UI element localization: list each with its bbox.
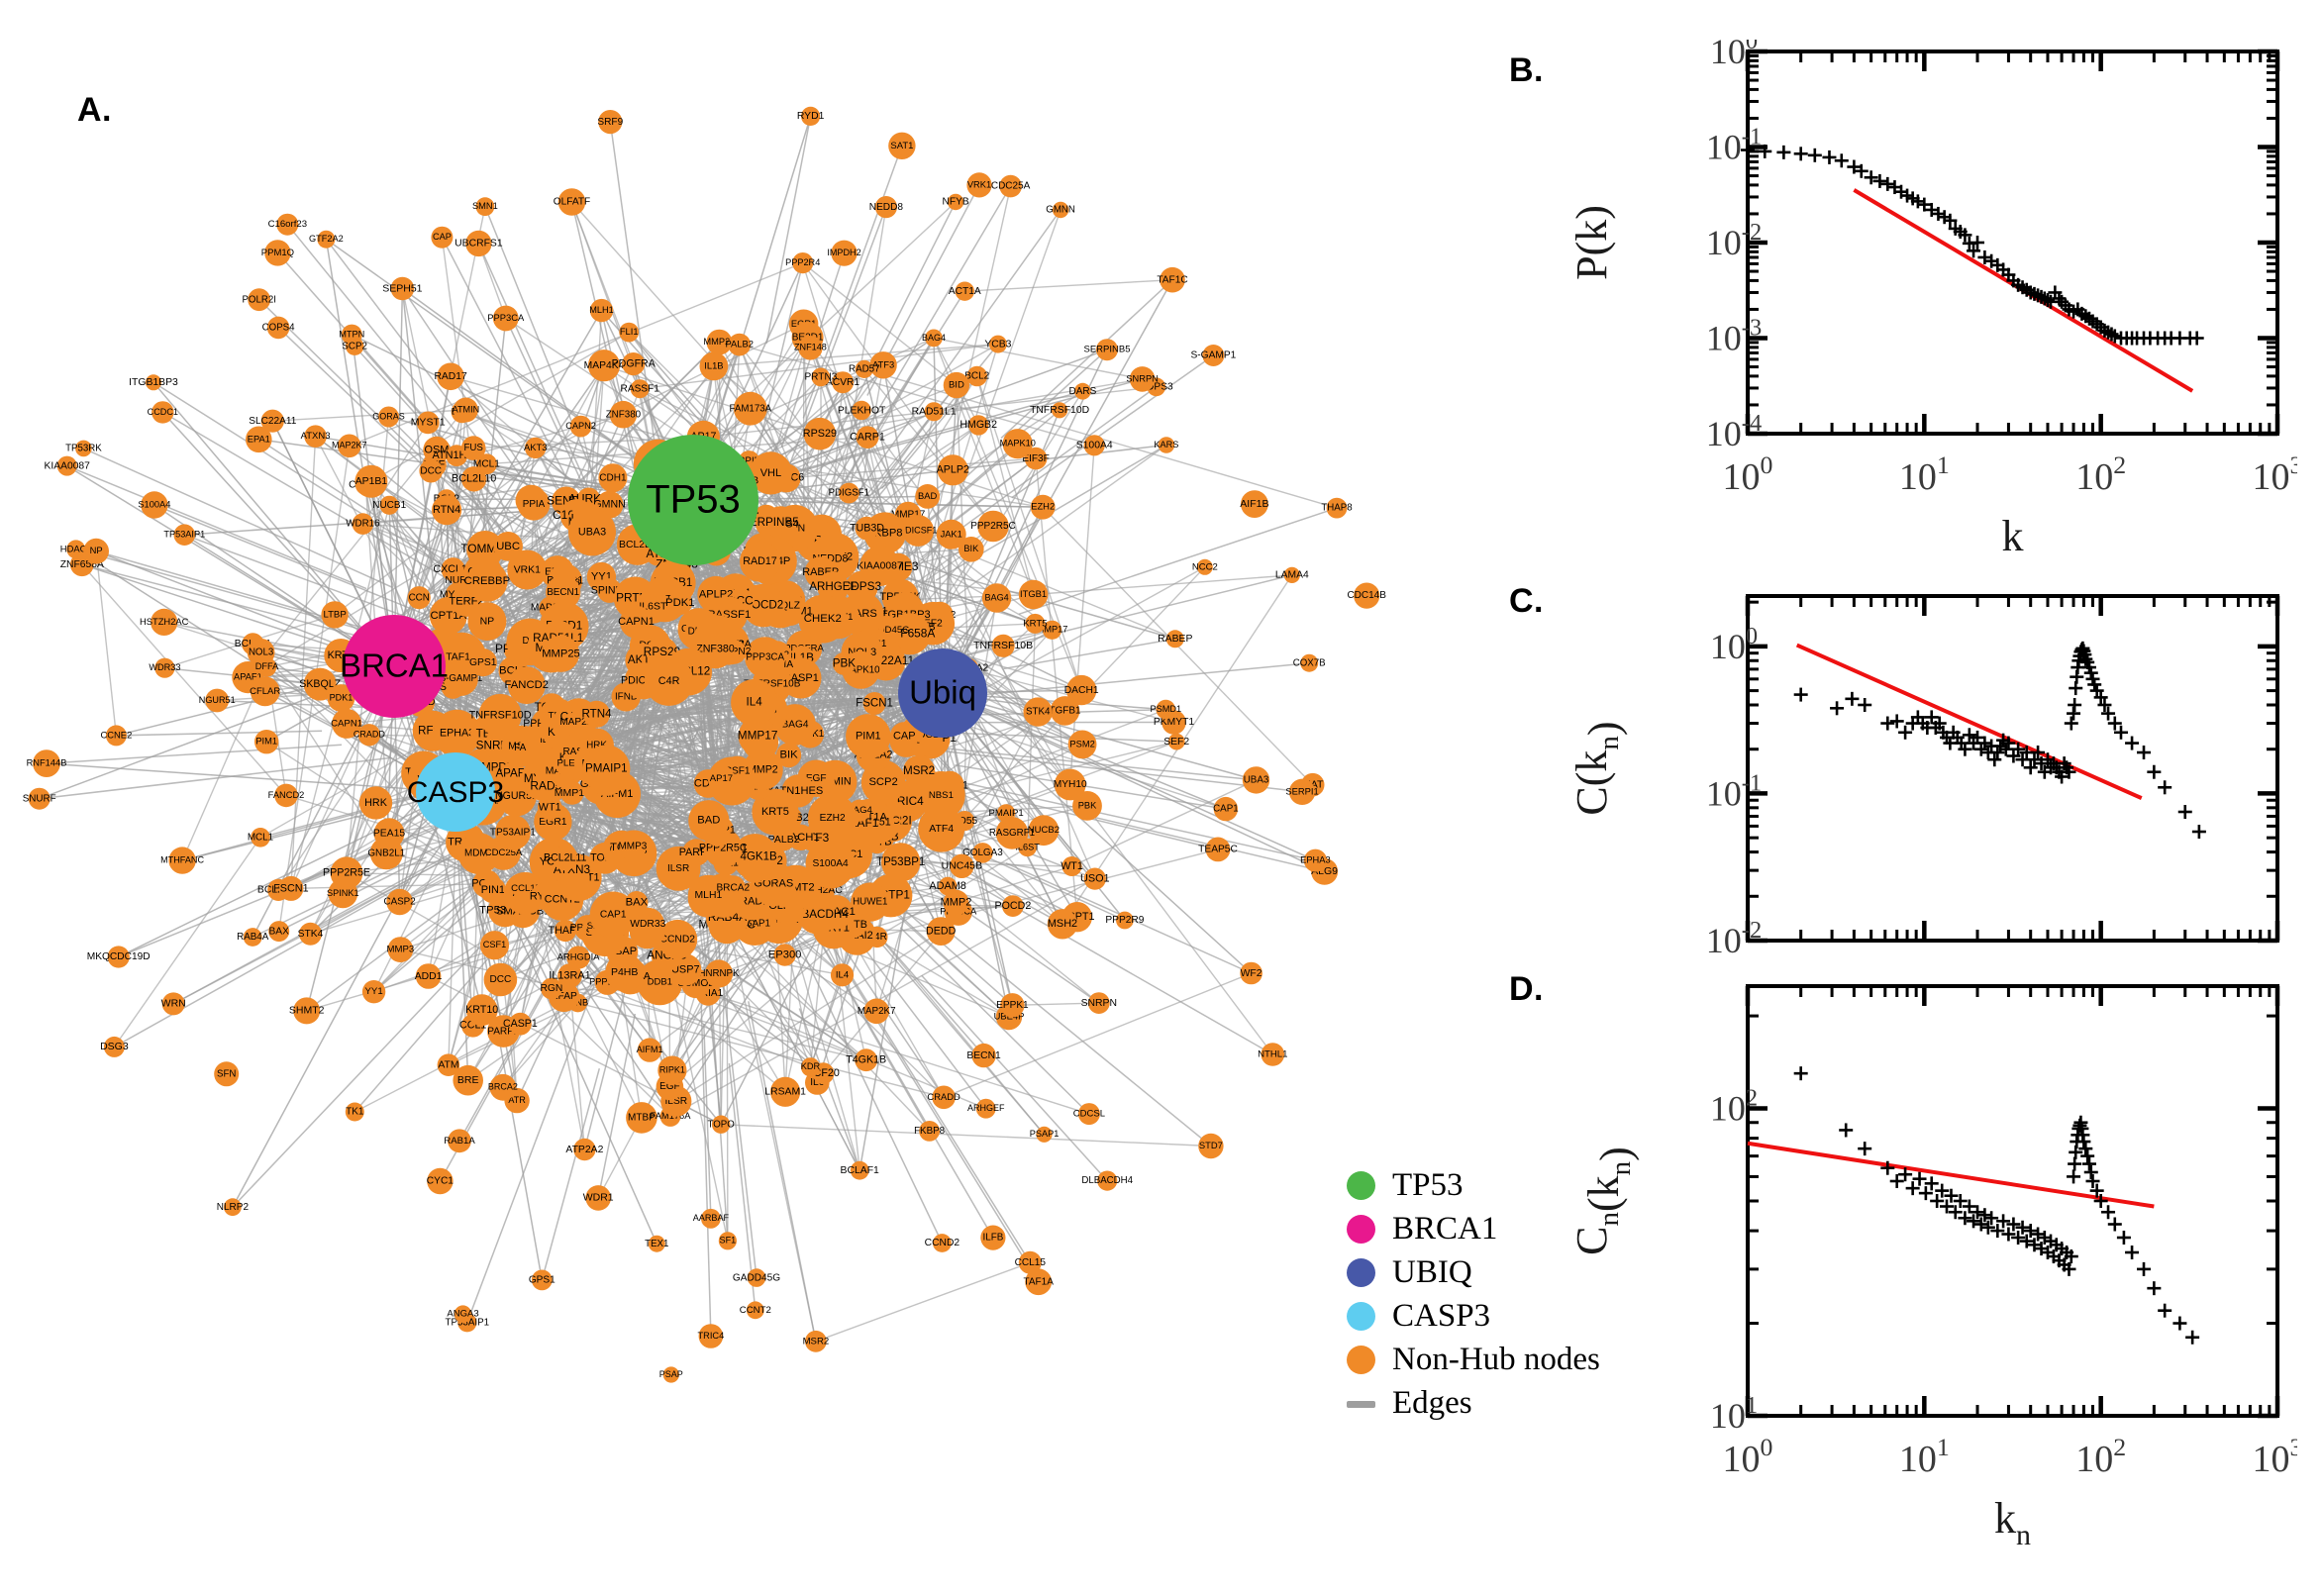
svg-text:10-2: 10-2 <box>1706 219 1762 262</box>
legend-label: TP53 <box>1392 1166 1464 1203</box>
svg-text:10-4: 10-4 <box>1706 410 1762 453</box>
svg-text:k: k <box>2002 512 2024 554</box>
data-points <box>1741 143 2204 346</box>
data-points <box>1793 1066 2200 1345</box>
svg-text:101: 101 <box>1710 1392 1758 1436</box>
svg-text:103: 103 <box>2253 450 2297 498</box>
legend-label: Edges <box>1392 1384 1472 1421</box>
svg-text:10-1: 10-1 <box>1706 769 1762 813</box>
brca1-color-swatch-icon <box>1347 1214 1375 1244</box>
legend-item-nonhub: Non-Hub nodes <box>1347 1341 1600 1378</box>
network-edges <box>39 116 1338 1343</box>
legend-item-casp3: CASP3 <box>1347 1297 1600 1335</box>
panel-a-network: A. CDC14B THAP8 KIAA0087 STD7 TP53RK NLRP2 NTH… <box>23 91 1386 1383</box>
panel-b-degree-distribution: 100 10-1 10-2 10-3 10-4 100 101 102 103 k P(k) <box>1545 40 2297 554</box>
panel-a-label: A. <box>77 91 112 129</box>
nonhub-color-swatch-icon <box>1347 1345 1375 1374</box>
svg-text:10-1: 10-1 <box>1706 123 1762 166</box>
legend-label: UBIQ <box>1392 1253 1472 1290</box>
panel-c-label: C. <box>1509 582 1544 620</box>
svg-text:Cn(kn): Cn(kn) <box>1567 1147 1640 1255</box>
svg-text:10-2: 10-2 <box>1706 917 1762 960</box>
legend-item-tp53: TP53 <box>1347 1166 1600 1204</box>
svg-text:100: 100 <box>1723 1433 1773 1480</box>
legend-item-ubiq: UBIQ <box>1347 1253 1600 1291</box>
svg-text:C(kn): C(kn) <box>1567 721 1628 815</box>
casp3-color-swatch-icon <box>1347 1301 1375 1331</box>
panel-c-clustering-coefficient: 100 10-1 10-2 C(kn) <box>1545 584 2297 970</box>
legend-label: CASP3 <box>1392 1297 1491 1334</box>
svg-text:100: 100 <box>1710 623 1758 666</box>
ubiq-color-swatch-icon <box>1347 1257 1375 1287</box>
svg-text:100: 100 <box>1710 40 1758 71</box>
panel-d-neighbor-connectivity: 102 101 100 101 102 103 kn Cn(kn) <box>1545 968 2297 1562</box>
svg-text:10-3: 10-3 <box>1706 314 1762 357</box>
legend-item-brca1: BRCA1 <box>1347 1210 1600 1247</box>
legend-label: BRCA1 <box>1392 1210 1498 1247</box>
svg-text:100: 100 <box>1723 450 1773 498</box>
edge-line-swatch-icon <box>1347 1400 1375 1408</box>
panel-d-label: D. <box>1509 970 1544 1008</box>
svg-text:kn: kn <box>1994 1494 2031 1551</box>
legend-label: Non-Hub nodes <box>1392 1341 1600 1377</box>
svg-text:103: 103 <box>2253 1433 2297 1480</box>
legend-item-edges: Edges <box>1347 1384 1600 1422</box>
panel-b-label: B. <box>1509 51 1544 89</box>
panel-c-plot: 100 10-1 10-2 C(kn) <box>1567 594 2280 960</box>
svg-text:101: 101 <box>1899 1433 1950 1480</box>
svg-text:101: 101 <box>1899 450 1950 498</box>
svg-text:102: 102 <box>2075 1433 2126 1480</box>
svg-text:102: 102 <box>2075 450 2126 498</box>
data-points <box>1793 641 2206 840</box>
network-graph: CDC14BTHAP8KIAA0087STD7TP53RKNLRP2NTHL1D… <box>23 106 1386 1383</box>
network-legend: TP53 BRCA1 UBIQ CASP3 Non-Hub nodes Edge… <box>1347 1166 1600 1422</box>
tp53-color-swatch-icon <box>1347 1170 1375 1200</box>
svg-text:102: 102 <box>1710 1084 1758 1128</box>
svg-text:P(k): P(k) <box>1567 205 1616 280</box>
